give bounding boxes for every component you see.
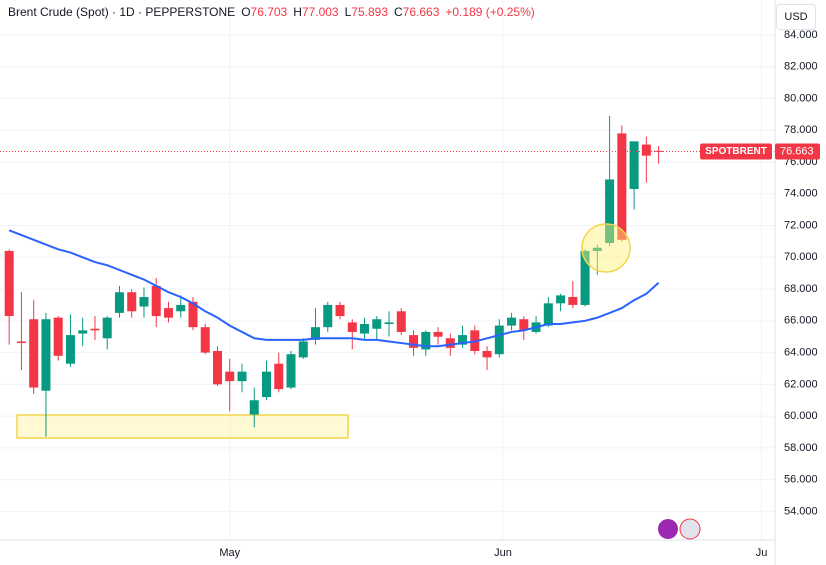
- candle-body: [654, 150, 664, 152]
- y-tick-label: 58.000: [784, 442, 818, 454]
- candle-body: [262, 371, 272, 398]
- candle-body: [225, 371, 235, 382]
- candle-body: [494, 325, 504, 355]
- candle-body: [188, 301, 198, 328]
- candle-body: [90, 328, 100, 331]
- candle-body: [347, 322, 357, 332]
- low-key: L: [344, 5, 352, 19]
- high-value: 77.003: [301, 5, 339, 19]
- y-tick-label: 80.000: [784, 92, 818, 104]
- candle-body: [629, 141, 639, 189]
- candle-body: [482, 351, 492, 358]
- candle-body: [617, 133, 627, 240]
- candle-body: [53, 317, 63, 356]
- price-tag-text: 76.663: [780, 145, 814, 157]
- candle-body: [114, 292, 124, 313]
- y-tick-label: 72.000: [784, 219, 818, 231]
- y-tick-label: 78.000: [784, 124, 818, 136]
- candle-body: [641, 144, 651, 156]
- symbol-tag-text: SPOTBRENT: [705, 146, 767, 157]
- symbol-tag: [700, 143, 772, 160]
- symbol: Brent Crude (Spot) · 1D · PEPPERSTONE: [8, 5, 236, 19]
- candle-body: [127, 292, 137, 312]
- candle-body: [29, 319, 39, 388]
- candle-body: [580, 250, 590, 305]
- candle-body: [311, 327, 321, 340]
- candle-body: [458, 335, 468, 345]
- y-tick-label: 84.000: [784, 29, 818, 41]
- candle-body: [519, 319, 529, 331]
- candle-body: [384, 322, 394, 324]
- x-tick-label: Jun: [494, 547, 512, 559]
- candle-body: [409, 335, 419, 348]
- open-value: 76.703: [250, 5, 288, 19]
- candle-body: [556, 295, 566, 304]
- change: +0.189 (+0.25%): [445, 5, 535, 19]
- candle-body: [41, 319, 51, 391]
- candle-body: [396, 311, 406, 332]
- y-tick-label: 70.000: [784, 251, 818, 263]
- y-tick-label: 74.000: [784, 188, 818, 200]
- highlight-box: [16, 414, 349, 439]
- y-tick-label: 56.000: [784, 474, 818, 486]
- candle-body: [507, 317, 517, 326]
- y-tick-label: 60.000: [784, 410, 818, 422]
- candle-body: [249, 400, 259, 415]
- x-tick-label: Ju: [756, 547, 768, 559]
- candle-body: [335, 304, 345, 317]
- y-tick-label: 64.000: [784, 346, 818, 358]
- candle-body: [592, 247, 602, 251]
- candle-body: [360, 324, 370, 334]
- candle-body: [286, 354, 296, 388]
- x-tick-label: May: [219, 547, 240, 559]
- event-icon[interactable]: [658, 519, 678, 539]
- flag-icon[interactable]: [679, 518, 701, 540]
- candle-body: [568, 297, 578, 305]
- y-tick-label: 68.000: [784, 283, 818, 295]
- candle-body: [421, 331, 431, 350]
- open-key: O: [241, 5, 251, 19]
- candle-body: [298, 341, 308, 358]
- y-tick-label: 62.000: [784, 378, 818, 390]
- candle-body: [372, 319, 382, 329]
- y-tick-label: 54.000: [784, 505, 818, 517]
- close-key: C: [394, 5, 403, 19]
- y-tick-label: 82.000: [784, 61, 818, 73]
- candle-body: [4, 250, 14, 317]
- candle-body: [16, 341, 26, 344]
- candle-body: [151, 285, 161, 317]
- candle-body: [163, 308, 173, 318]
- high-key: H: [293, 5, 302, 19]
- currency-button[interactable]: USD: [776, 4, 816, 30]
- candle-body: [139, 297, 149, 307]
- candle-body: [78, 330, 88, 334]
- highlight-circle: [581, 223, 631, 273]
- candle-body: [176, 304, 186, 312]
- y-tick-label: 66.000: [784, 315, 818, 327]
- candle-body: [200, 327, 210, 353]
- candle-body: [102, 317, 112, 339]
- candle-body: [212, 351, 222, 385]
- candle-body: [237, 371, 247, 382]
- low-value: 75.893: [351, 5, 388, 19]
- candle-body: [65, 335, 75, 364]
- moving-average: [8, 229, 660, 348]
- close-value: 76.663: [402, 5, 440, 19]
- candle-body: [274, 363, 284, 390]
- candle-body: [445, 338, 455, 348]
- candle-body: [433, 331, 443, 337]
- candle-body: [543, 303, 553, 326]
- price-tag: [775, 143, 820, 160]
- candle-body: [323, 304, 333, 328]
- candle-body: [605, 179, 615, 243]
